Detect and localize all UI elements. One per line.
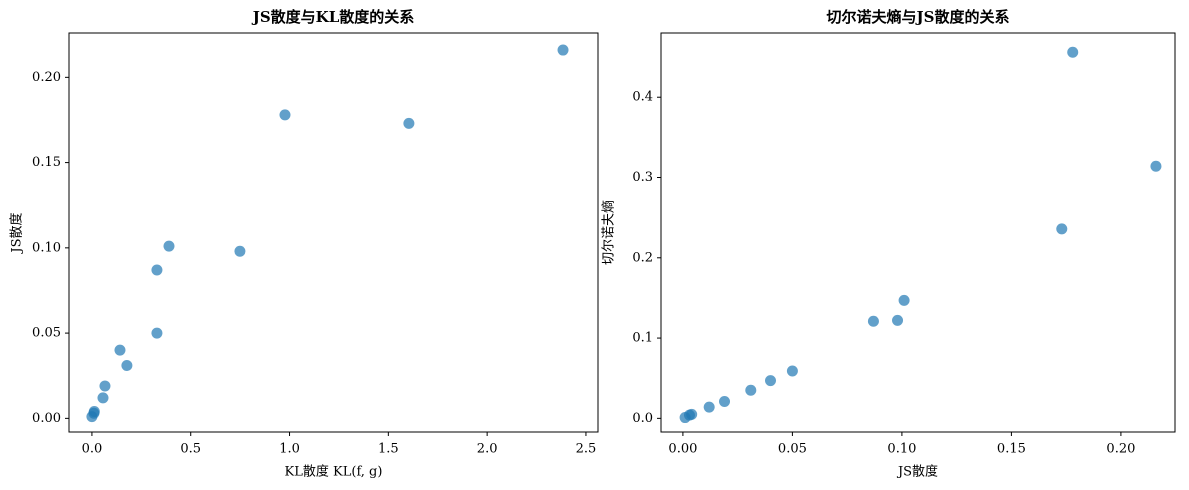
x-axis-label: JS散度 <box>896 464 938 480</box>
x-tick-label: 0.00 <box>668 442 697 457</box>
y-tick-label: 0.2 <box>632 250 653 265</box>
point <box>403 117 415 129</box>
plot-frame <box>660 32 1176 433</box>
point <box>898 294 910 306</box>
point <box>745 384 757 396</box>
y-tick-label: 0.0 <box>632 411 653 426</box>
point <box>114 344 126 356</box>
chart-title: 切尔诺夫熵与JS散度的关系 <box>827 8 1010 26</box>
point <box>557 44 569 56</box>
chart-title: JS散度与KL散度的关系 <box>251 8 415 26</box>
point <box>686 408 698 420</box>
point <box>1150 160 1162 172</box>
point <box>892 314 904 326</box>
y-tick-label: 0.1 <box>632 331 653 346</box>
y-tick-label: 0.15 <box>32 155 61 170</box>
point <box>279 109 291 121</box>
point <box>163 240 175 252</box>
point <box>1067 46 1079 58</box>
point <box>97 392 109 404</box>
y-tick-label: 0.4 <box>632 90 653 105</box>
point <box>151 264 163 276</box>
point <box>88 406 100 418</box>
point <box>765 375 777 387</box>
point <box>867 315 879 327</box>
y-tick-label: 0.20 <box>32 70 61 85</box>
x-tick-label: 0.20 <box>1106 442 1135 457</box>
y-axis-label: 切尔诺夫熵 <box>601 200 617 265</box>
x-tick-label: 0.0 <box>82 442 103 457</box>
point <box>719 395 731 407</box>
x-tick-label: 2.5 <box>576 442 597 457</box>
point <box>151 327 163 339</box>
x-tick-label: 1.0 <box>279 442 300 457</box>
point <box>786 365 798 377</box>
x-tick-label: 1.5 <box>378 442 399 457</box>
point <box>1056 223 1068 235</box>
y-tick-label: 0.05 <box>32 326 61 341</box>
x-tick-label: 0.05 <box>778 442 807 457</box>
point <box>703 401 715 413</box>
point <box>121 360 133 371</box>
x-tick-label: 0.10 <box>887 442 916 457</box>
y-tick-label: 0.10 <box>32 240 61 255</box>
point <box>99 380 111 392</box>
x-tick-label: 2.0 <box>477 442 498 457</box>
y-tick-label: 0.3 <box>632 170 653 185</box>
point <box>234 245 246 257</box>
x-tick-label: 0.5 <box>180 442 201 457</box>
x-axis-label: KL散度 KL(f, g) <box>285 464 383 480</box>
x-tick-label: 0.15 <box>997 442 1026 457</box>
y-axis-label: JS散度 <box>9 212 25 254</box>
plot-frame <box>68 32 599 433</box>
y-tick-label: 0.00 <box>32 411 61 426</box>
